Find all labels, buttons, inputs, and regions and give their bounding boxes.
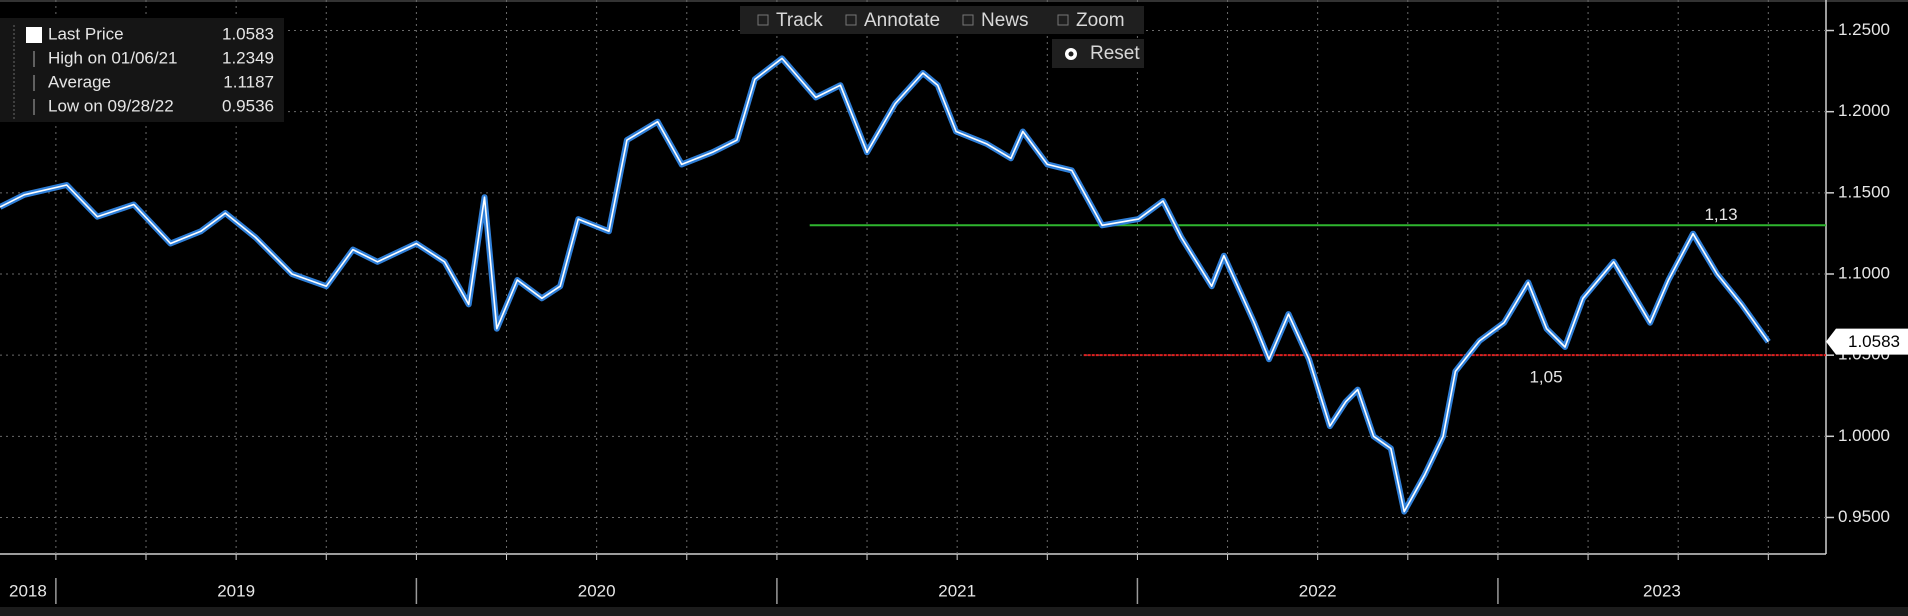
y-tick-label: 1.1500	[1838, 182, 1890, 201]
legend-label: High on 01/06/21	[48, 48, 178, 67]
toolbar-icon	[845, 14, 857, 26]
toolbar-icon	[757, 14, 769, 26]
toolbar: Track Annotate News Zoom Reset	[740, 6, 1144, 68]
y-tick-label: 1.1000	[1838, 263, 1890, 282]
legend-value: 1.2349	[222, 48, 274, 67]
toolbar-button[interactable]: Annotate	[864, 10, 940, 31]
x-tick-label: 2019	[217, 581, 255, 600]
reset-button[interactable]: Reset	[1090, 43, 1140, 64]
toolbar-button[interactable]: Zoom	[1076, 10, 1125, 31]
x-axis-strip	[0, 607, 1908, 616]
reset-icon-dot	[1068, 51, 1074, 57]
last-price-tag: 1.0583	[1826, 328, 1908, 355]
toolbar-icon	[962, 14, 974, 26]
last-price-tag-box	[1826, 328, 1908, 355]
legend-label: Average	[48, 72, 111, 91]
annotation-label: 1,13	[1704, 205, 1737, 224]
x-tick-label: 2023	[1643, 581, 1681, 600]
toolbar-bg	[740, 6, 1144, 34]
y-tick-label: 1.0000	[1838, 426, 1890, 445]
legend: Last Price 1.0583 High on 01/06/21 1.2349 Av…	[0, 18, 284, 122]
y-tick-label: 0.9500	[1838, 507, 1890, 526]
y-tick-label: 1.2500	[1838, 20, 1890, 39]
x-tick-label: 2018	[9, 581, 47, 600]
legend-swatch	[26, 27, 42, 43]
annotation-label: 1,05	[1529, 368, 1562, 387]
legend-value: 0.9536	[222, 96, 274, 115]
toolbar-icon	[1057, 14, 1069, 26]
toolbar-button[interactable]: Track	[776, 10, 823, 31]
x-tick-label: 2021	[938, 581, 976, 600]
legend-bg	[0, 18, 284, 122]
legend-value: 1.0583	[222, 24, 274, 43]
legend-value: 1.1187	[223, 72, 274, 91]
last-price-tag-label: 1.0583	[1848, 332, 1900, 351]
y-tick-label: 1.2000	[1838, 101, 1890, 120]
x-tick-label: 2020	[578, 581, 616, 600]
toolbar-button[interactable]: News	[981, 10, 1029, 31]
legend-label: Last Price	[48, 24, 124, 43]
x-tick-label: 2022	[1299, 581, 1337, 600]
price-line	[0, 57, 1769, 513]
legend-label: Low on 09/28/22	[48, 96, 174, 115]
